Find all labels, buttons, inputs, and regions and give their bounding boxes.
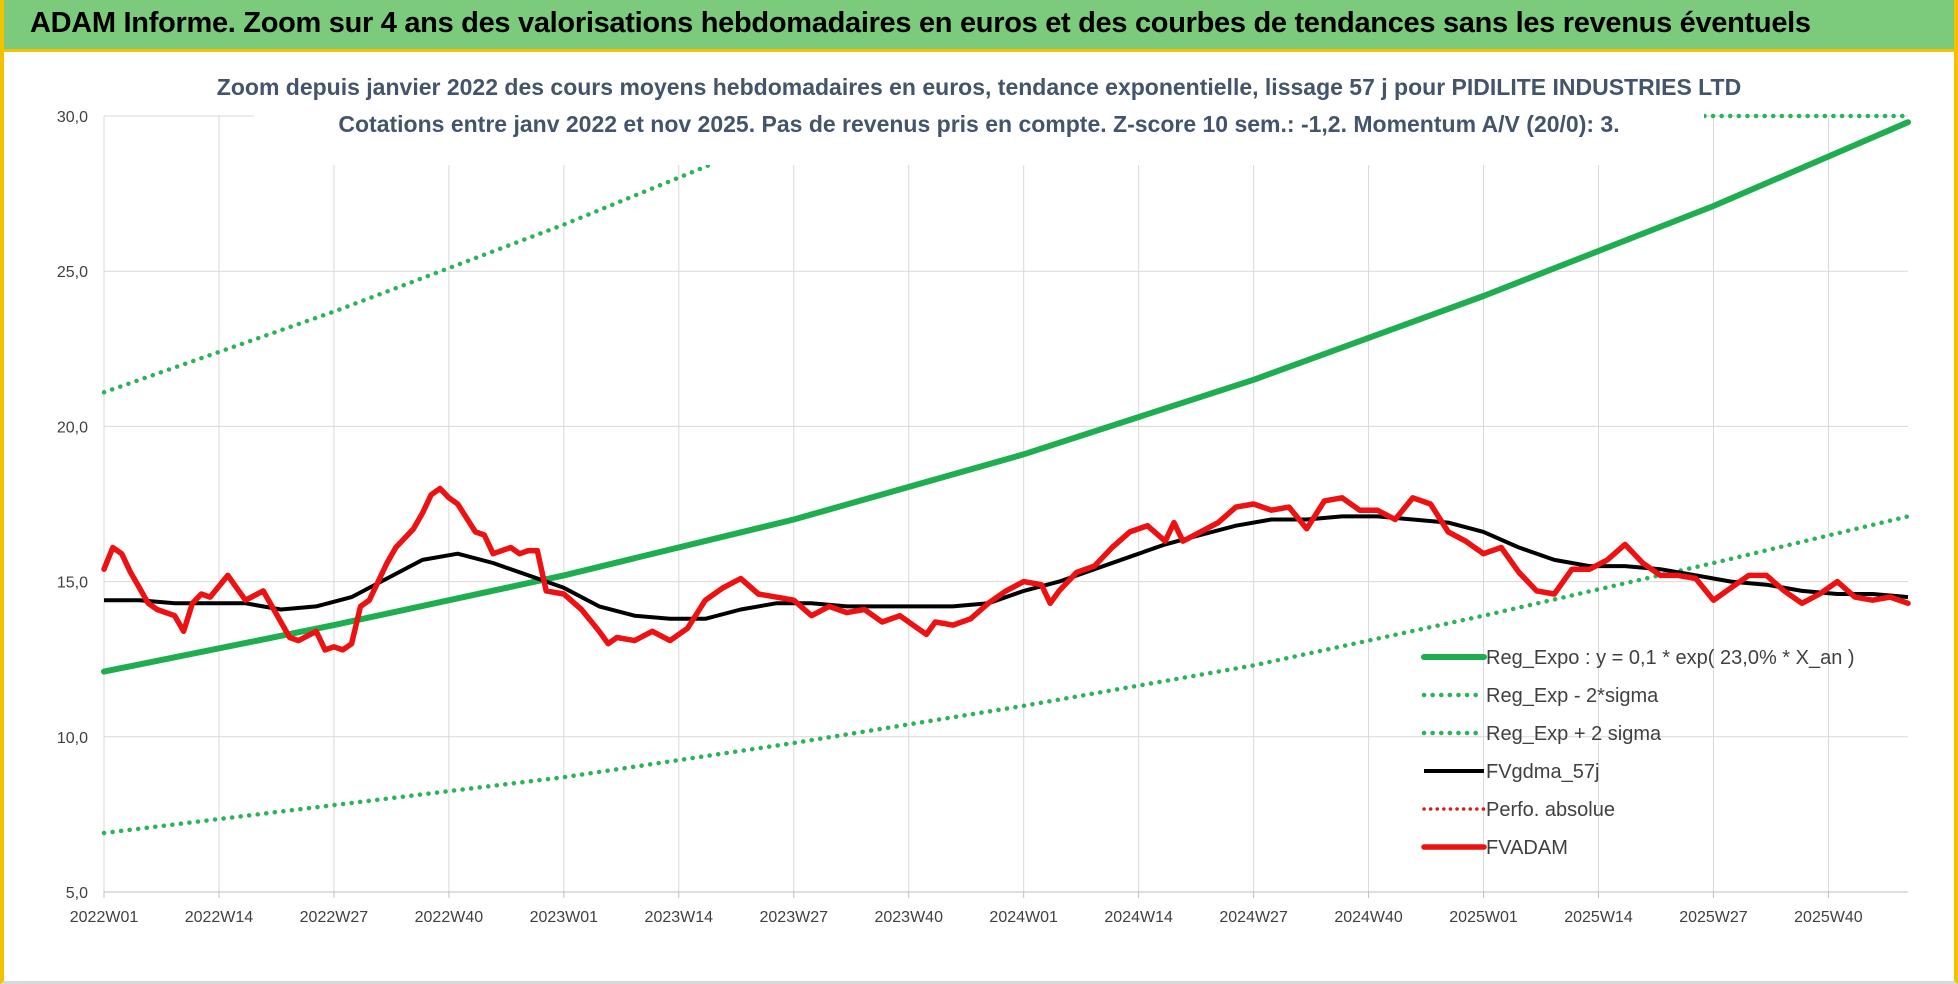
gridlines <box>103 115 1908 893</box>
series-line-fvgdma-57j <box>104 514 1909 621</box>
y-tick-label: 15,0 <box>57 575 88 592</box>
x-tick-label: 2022W27 <box>300 909 369 926</box>
x-tick-label: 2024W40 <box>1334 909 1403 926</box>
legend: Reg_Expo : y = 0,1 * exp( 23,0% * X_an )… <box>1421 647 1855 859</box>
x-tick-label: 2022W40 <box>415 909 484 926</box>
series-lines <box>101 113 1911 836</box>
x-tick-label: 2023W14 <box>645 909 714 926</box>
legend-label: FVgdma_57j <box>1486 761 1599 783</box>
x-axis-ticks: 2022W01 2022W14 2022W27 2022W40 2023W01 2023W… <box>70 892 1863 926</box>
series-line-fvadam <box>101 485 1911 653</box>
chart-title-line1: Zoom depuis janvier 2022 des cours moyen… <box>217 74 1741 100</box>
x-tick-label: 2023W40 <box>874 909 943 926</box>
series-line-reg-expo <box>101 119 1911 675</box>
y-tick-label: 25,0 <box>57 264 88 281</box>
series-line-reg-exp-2-sigma <box>101 157 726 395</box>
x-tick-label: 2025W01 <box>1449 909 1518 926</box>
line-chart: 5,010,015,020,025,030,0 2022W01 2022W14 20… <box>57 62 1911 926</box>
x-tick-label: 2024W27 <box>1219 909 1288 926</box>
x-tick-label: 2024W01 <box>989 909 1058 926</box>
x-tick-label: 2023W27 <box>760 909 829 926</box>
x-tick-label: 2022W14 <box>185 909 254 926</box>
x-tick-label: 2025W27 <box>1679 909 1748 926</box>
report-banner: ADAM Informe. Zoom sur 4 ans des valoris… <box>4 0 1954 52</box>
legend-label: FVADAM <box>1486 837 1568 859</box>
x-tick-label: 2025W40 <box>1794 909 1863 926</box>
x-tick-label: 2024W14 <box>1104 909 1173 926</box>
x-tick-label: 2025W14 <box>1564 909 1633 926</box>
title-backdrop <box>254 62 1704 165</box>
y-tick-label: 10,0 <box>57 730 88 747</box>
legend-label: Reg_Expo : y = 0,1 * exp( 23,0% * X_an ) <box>1486 647 1855 669</box>
x-tick-label: 2022W01 <box>70 909 139 926</box>
legend-label: Perfo. absolue <box>1486 799 1615 821</box>
legend-label: Reg_Exp - 2*sigma <box>1486 685 1659 707</box>
y-tick-label: 5,0 <box>66 885 88 902</box>
x-tick-label: 2023W01 <box>530 909 599 926</box>
report-title: ADAM Informe. Zoom sur 4 ans des valoris… <box>30 7 1811 39</box>
legend-label: Reg_Exp + 2 sigma <box>1486 723 1662 745</box>
y-tick-label: 30,0 <box>57 109 88 126</box>
chart-title-line2: Cotations entre janv 2022 et nov 2025. P… <box>338 111 1619 137</box>
series-line-reg-exp-2-sigma <box>101 514 1911 836</box>
y-tick-label: 20,0 <box>57 419 88 436</box>
y-axis-ticks: 5,0 10,0 15,0 20,0 25,0 30,0 <box>57 109 88 902</box>
